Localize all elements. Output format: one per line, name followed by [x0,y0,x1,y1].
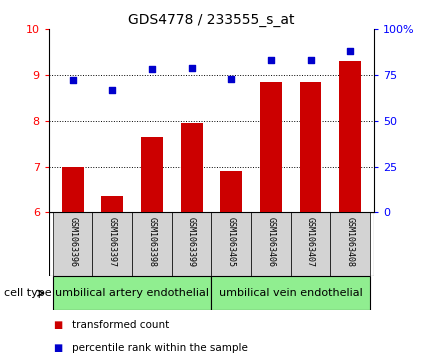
Point [307,57,314,63]
Text: GSM1063405: GSM1063405 [227,217,236,268]
Bar [141,137,163,212]
Bar [260,82,282,212]
Bar [172,212,212,276]
Title: GDS4778 / 233555_s_at: GDS4778 / 233555_s_at [128,13,295,26]
Text: umbilical vein endothelial: umbilical vein endothelial [219,288,363,298]
Text: GSM1063399: GSM1063399 [187,217,196,268]
Bar [53,276,212,310]
Point [347,48,354,54]
Bar [102,196,123,212]
Text: transformed count: transformed count [72,320,170,330]
Text: GSM1063408: GSM1063408 [346,217,355,268]
Bar [53,212,93,276]
Text: ■: ■ [53,320,62,330]
Bar [339,61,361,212]
Bar [93,212,132,276]
Point [188,65,195,70]
Bar [212,212,251,276]
Text: percentile rank within the sample: percentile rank within the sample [72,343,248,354]
Text: GSM1063398: GSM1063398 [147,217,156,268]
Text: cell type: cell type [4,288,52,298]
Bar [291,212,330,276]
Point [228,76,235,81]
Bar [220,171,242,212]
Point [109,87,116,93]
Bar [251,212,291,276]
Text: GSM1063406: GSM1063406 [266,217,275,268]
Bar [132,212,172,276]
Point [149,66,156,72]
Point [69,77,76,83]
Text: GSM1063396: GSM1063396 [68,217,77,268]
Bar [212,276,370,310]
Bar [330,212,370,276]
Point [267,57,274,63]
Bar [62,167,84,212]
Text: ■: ■ [53,343,62,354]
Bar [181,123,203,212]
Text: GSM1063397: GSM1063397 [108,217,117,268]
Text: GSM1063407: GSM1063407 [306,217,315,268]
Text: umbilical artery endothelial: umbilical artery endothelial [55,288,209,298]
Bar [300,82,321,212]
